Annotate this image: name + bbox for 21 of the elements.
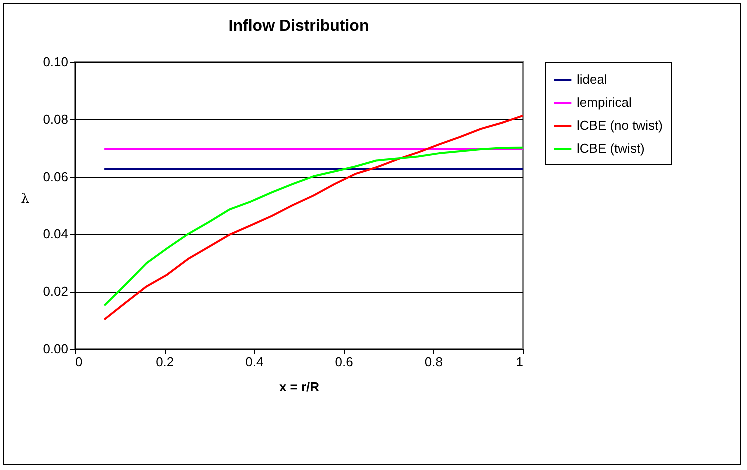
x-tick-label: 1 (516, 354, 524, 370)
x-tick-label: 0.4 (246, 354, 264, 370)
legend-label: lCBE (twist) (577, 141, 645, 156)
y-tick-label: 0.02 (43, 284, 68, 300)
y-axis-title: λ (21, 192, 30, 207)
legend-label: lCBE (no twist) (577, 118, 663, 133)
x-tick-label: 0.2 (156, 354, 174, 370)
y-tick-label: 0.04 (43, 226, 68, 242)
x-tick-label: 0.6 (335, 354, 354, 370)
y-tick-label: 0.08 (43, 112, 68, 127)
y-tick-label: 0.00 (43, 342, 68, 356)
legend-label: lideal (577, 72, 608, 87)
legend-label: lempirical (577, 95, 632, 110)
line-series (104, 146, 523, 307)
line-series (104, 114, 523, 321)
x-axis-title: x = r/R (279, 380, 320, 394)
y-tick-label: 0.06 (43, 169, 68, 184)
chart-title: Inflow Distribution (228, 18, 370, 35)
x-tick-label: 0.8 (424, 354, 443, 370)
x-tick-label: 0 (76, 354, 83, 370)
y-tick-label: 0.10 (43, 54, 68, 70)
